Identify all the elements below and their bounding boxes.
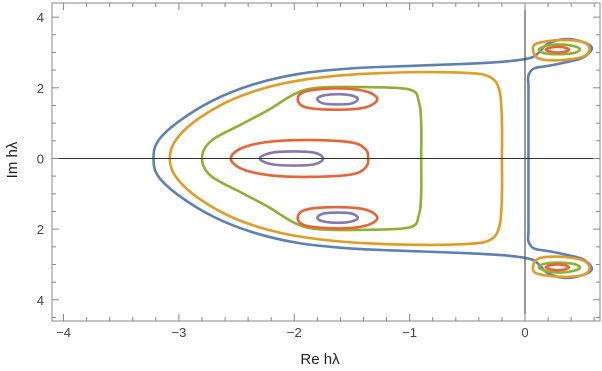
y-axis-label: Im hλ bbox=[4, 141, 21, 178]
orange-contour bbox=[531, 255, 591, 279]
axis-ticks bbox=[52, 3, 600, 321]
tick-labels: −4 −3 −2 −1 0 4 2 0 2 4 bbox=[37, 10, 529, 340]
orange-contour bbox=[531, 38, 591, 62]
x-tick-label: −4 bbox=[56, 325, 71, 340]
red-contour bbox=[544, 45, 571, 54]
zero-axes bbox=[52, 3, 600, 321]
x-tick-label: −3 bbox=[171, 325, 186, 340]
red-contour bbox=[544, 263, 571, 272]
green-contour bbox=[537, 261, 582, 274]
y-tick-label: 4 bbox=[37, 293, 44, 308]
y-tick-label: 4 bbox=[37, 10, 44, 25]
green-contour bbox=[537, 43, 582, 56]
x-tick-label: 0 bbox=[521, 325, 528, 340]
red-contour bbox=[296, 87, 379, 112]
plot-frame bbox=[51, 2, 601, 322]
x-tick-label: −2 bbox=[287, 325, 302, 340]
y-tick-label: 0 bbox=[37, 151, 44, 166]
y-tick-label: 2 bbox=[37, 81, 44, 96]
x-axis-label: Re hλ bbox=[300, 351, 340, 368]
red-contour bbox=[296, 205, 379, 230]
y-tick-label: 2 bbox=[37, 222, 44, 237]
purple-contour bbox=[316, 211, 360, 225]
x-tick-label: −1 bbox=[402, 325, 417, 340]
purple-contour bbox=[316, 92, 360, 106]
